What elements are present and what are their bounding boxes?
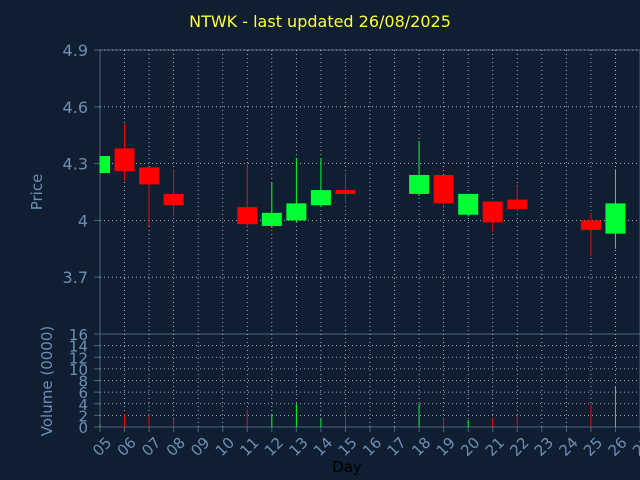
volume-tick-label: 16 [69,326,88,344]
x-tick-label: 13 [285,434,311,460]
candle-body [139,167,160,185]
candle-body [458,193,479,215]
candle-body [409,174,430,194]
candle-body [163,193,184,206]
volume-tick-label: 12 [69,349,88,367]
price-panel: 4.9 4.6 4.3 4 3.7 [63,41,640,335]
x-tick-label: 14 [310,434,336,460]
candle-body [507,199,528,210]
volume-tick-label: 0 [78,419,88,437]
volume-tick-label: 10 [69,361,88,379]
price-axis-label: Price [28,174,46,211]
x-tick-label: 24 [555,434,581,460]
x-tick-label: 20 [457,434,483,460]
candle-body [482,201,503,223]
x-tick-label: 26 [605,434,631,460]
x-tick-label: 17 [384,434,410,460]
x-tick-label: 05 [89,434,115,460]
x-tick-label: 19 [433,434,459,460]
x-tick-label: 15 [335,434,361,460]
candle-body [335,190,356,194]
chart-title: NTWK - last updated 26/08/2025 [189,12,451,31]
price-tick-label: 3.7 [63,268,88,287]
x-tick-label: 25 [580,434,606,460]
price-tick-label: 4.6 [63,98,88,117]
candle-body [580,220,601,230]
x-tick-label: 18 [408,434,434,460]
volume-tick-label: 8 [78,373,88,391]
x-tick-label: 23 [531,434,557,460]
price-tick-label: 4.3 [63,155,88,174]
volume-axis-label: Volume (0000) [38,326,56,436]
candle-body [261,212,282,227]
x-tick-label: 16 [359,434,385,460]
x-tick-label: 21 [482,434,508,460]
x-tick-label: 07 [138,434,164,460]
x-axis-label: Day [332,458,362,476]
candle-body [433,174,454,204]
x-tick-label: 11 [236,434,262,460]
price-tick-label: 4 [78,211,88,230]
x-tick-label: 12 [261,434,287,460]
volume-tick-label: 2 [78,407,88,425]
candle-body [100,156,110,174]
price-plot-border [99,49,640,335]
x-tick-label: 27 [629,434,640,460]
price-tick-label: 4.9 [63,41,88,60]
x-tick-label: 10 [212,434,238,460]
x-tick-label: 08 [163,434,189,460]
candle-body [237,207,258,225]
candle-body [605,203,626,234]
volume-tick-label: 14 [69,338,88,356]
volume-panel: 1614121086420050607080910111213141516171… [69,326,640,460]
x-tick-label: 22 [506,434,532,460]
candle-body [286,203,307,221]
volume-tick-label: 4 [78,396,88,414]
candle-body [310,190,331,206]
x-tick-label: 06 [114,434,140,460]
x-tick-label: 09 [187,434,213,460]
candle-body [114,148,135,172]
volume-tick-label: 6 [78,384,88,402]
